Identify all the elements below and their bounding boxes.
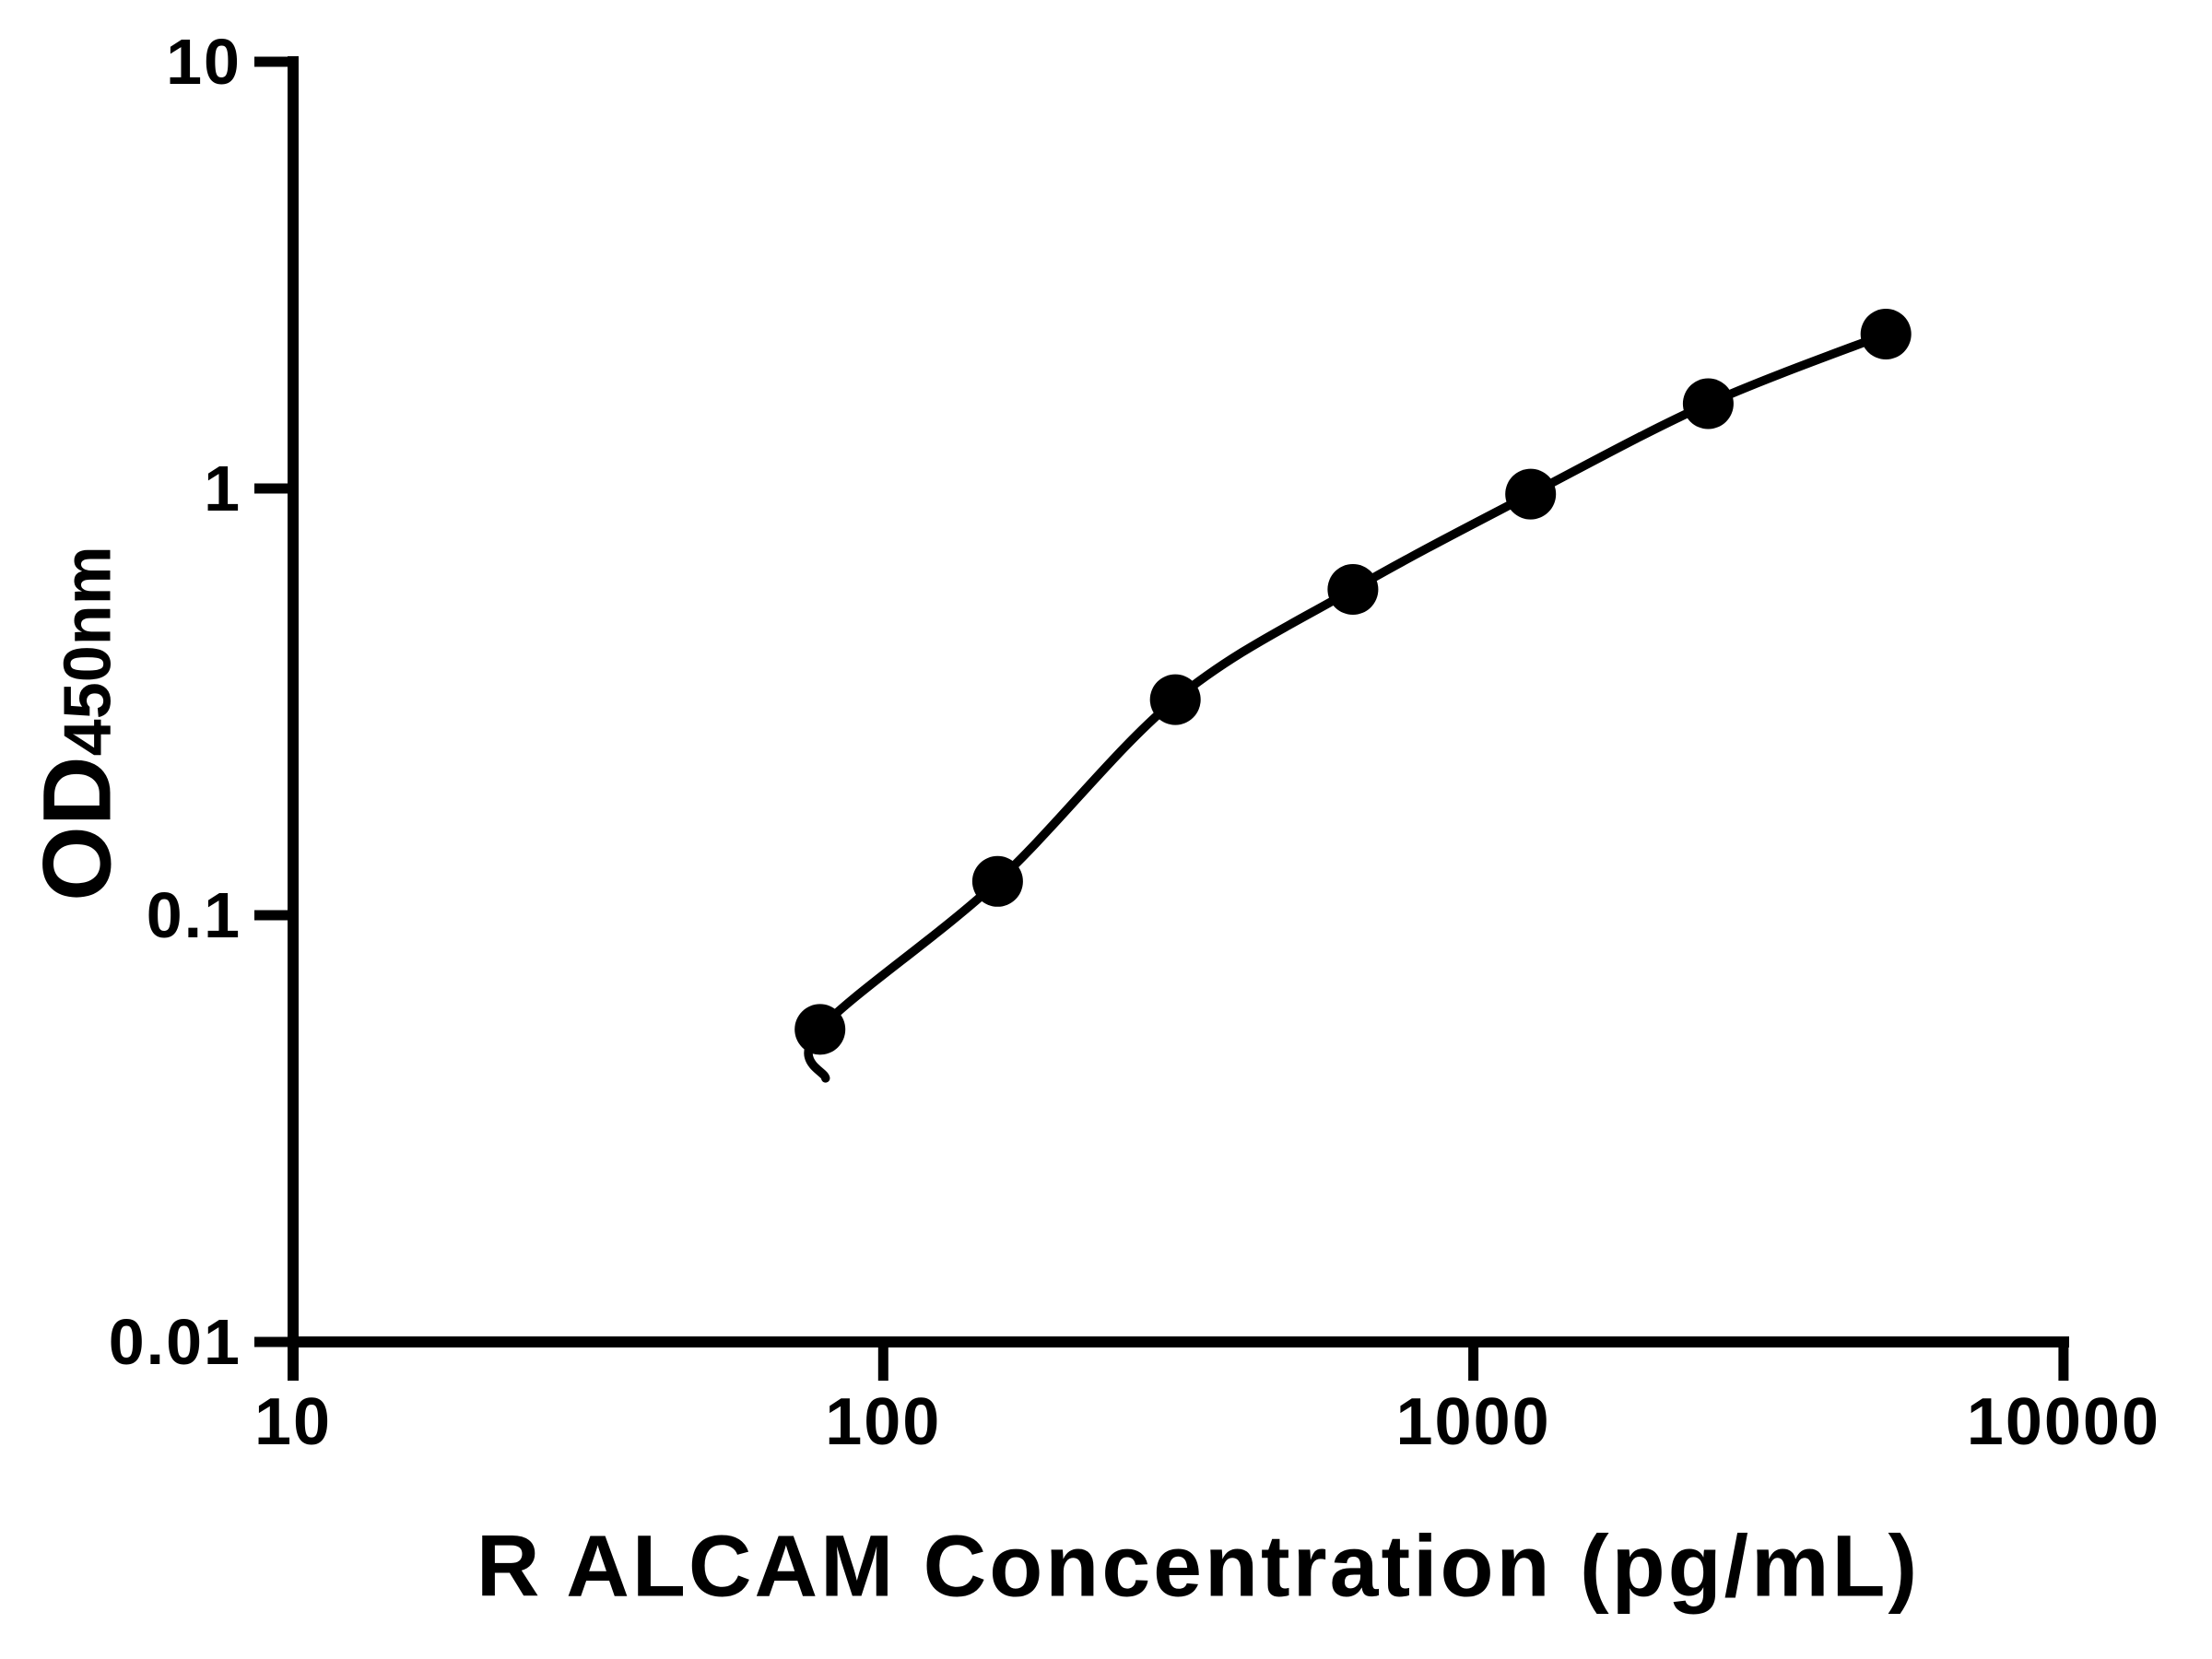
y-axis-title-text: OD: [23, 756, 132, 901]
data-point-marker-2: [971, 855, 1023, 907]
data-point-marker-7: [1860, 309, 1912, 359]
data-point-marker-1: [794, 1004, 846, 1055]
x-axis-title: R ALCAM Concentration (pg/mL): [477, 1517, 1920, 1618]
x-tick-label-10000: 10000: [1967, 1385, 2160, 1459]
data-point-marker-6: [1682, 378, 1734, 429]
x-tick-label-100: 100: [825, 1385, 941, 1459]
data-point-marker-4: [1327, 564, 1379, 615]
y-tick-label-10: 10: [166, 26, 241, 98]
data-point-marker-3: [1149, 674, 1201, 725]
x-tick-label-10: 10: [254, 1385, 332, 1459]
y-axis-title: OD450nm: [24, 546, 132, 901]
fit-curve-line: [804, 329, 1890, 1083]
y-tick-label-1: 1: [204, 453, 241, 524]
y-axis-title-subscript: 450nm: [51, 546, 125, 757]
x-tick-label-1000: 1000: [1396, 1385, 1551, 1459]
data-point-marker-5: [1505, 468, 1557, 520]
x-axis-title-text: R ALCAM Concentration (pg/mL): [476, 1517, 1921, 1616]
y-tick-label-0.1: 0.1: [147, 879, 241, 951]
y-tick-label-0.01: 0.01: [109, 1306, 241, 1378]
